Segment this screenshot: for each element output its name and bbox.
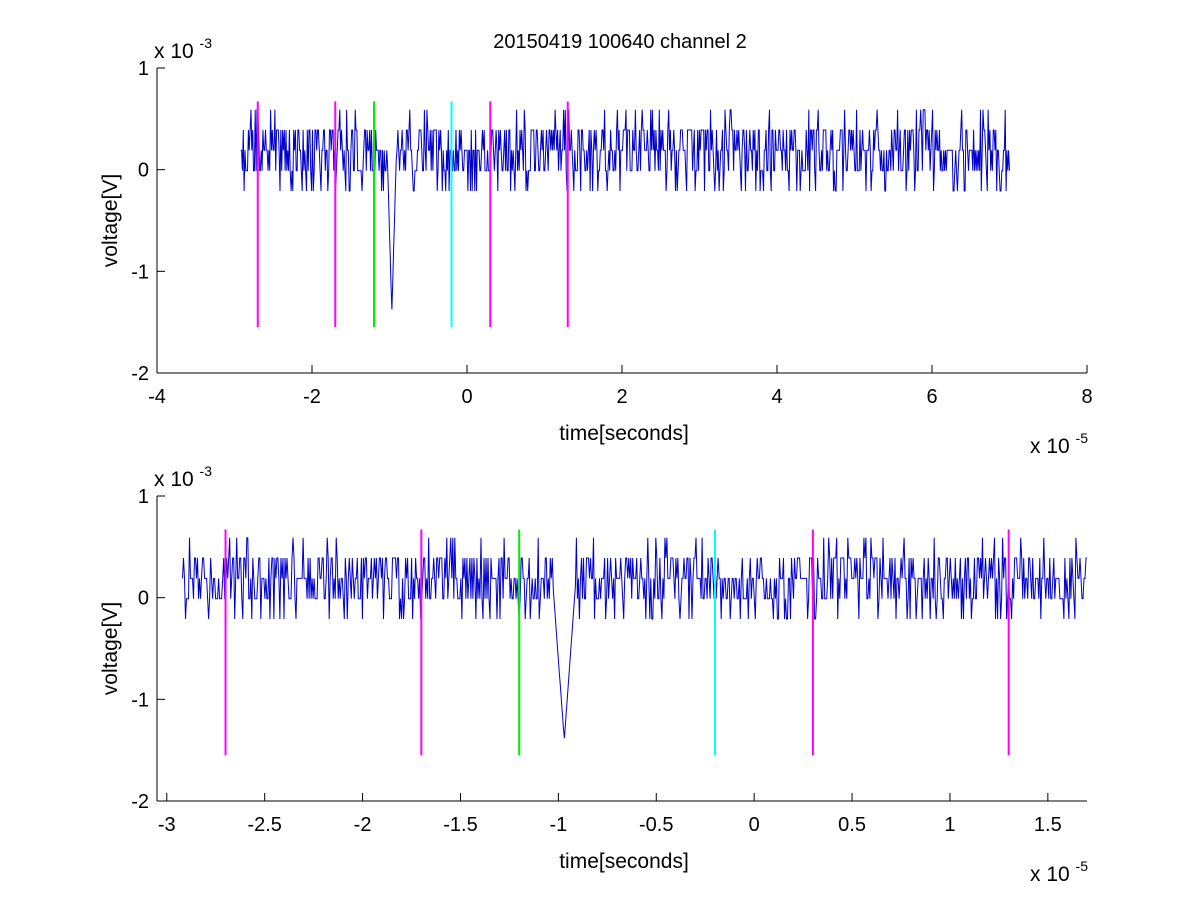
subplot2-x-tick-label: -0.5 [639, 814, 673, 836]
bottom-subplot: -3 -2.5 -2 -1.5 -1 -0.5 0 0.5 1 1.5 1 0 -1 -2 time[sec… [99, 463, 1088, 886]
subplot2-y-tick-label: 0 [138, 588, 149, 610]
subplot2-y-tick-label: -2 [131, 791, 149, 813]
subplot2-x-tick-label: 0 [749, 814, 760, 836]
subplot2-x-tick-label: -1 [549, 814, 567, 836]
subplot2-x-tick-label: -2 [354, 814, 372, 836]
subplot2-signal-trace [182, 537, 1087, 739]
subplot1-y-tick-label: -2 [131, 363, 149, 385]
subplot1-x-tick-label: -4 [148, 386, 166, 408]
subplot1-signal-trace [240, 109, 1010, 310]
subplot1-x-tick-label: 0 [461, 386, 472, 408]
subplot2-x-tick-label: 1 [944, 814, 955, 836]
subplot2-x-axis-label: time[seconds] [559, 850, 689, 873]
subplot1-x-tick-label: 4 [771, 386, 782, 408]
subplot1-x-tick-label: -2 [303, 386, 321, 408]
top-subplot: -4 -2 0 2 4 6 810-1-2time[seconds]voltage[V]x … [99, 35, 1093, 458]
subplot1-y-tick-label: 0 [138, 160, 149, 182]
subplot2-y-exponent: x 10 -3 [154, 463, 212, 491]
subplot1-x-axis-label: time[seconds] [559, 422, 689, 445]
figure-title: 20150419 100640 channel 2 [493, 31, 747, 53]
subplot2-x-tick-label: -1.5 [443, 814, 477, 836]
subplot1-y-tick-label: 1 [138, 58, 149, 80]
subplot2-y-tick-label: 1 [138, 486, 149, 508]
subplot1-x-tick-label: 6 [926, 386, 937, 408]
subplot1-y-axis-label: voltage[V] [99, 174, 122, 267]
subplot1-x-tick-label: 2 [616, 386, 627, 408]
subplot1-y-exponent: x 10 -3 [154, 35, 212, 63]
subplot2-x-tick-label: 0.5 [838, 814, 866, 836]
subplot1-x-exponent: x 10 -5 [1030, 430, 1088, 458]
subplot2-y-axis-label: voltage[V] [99, 602, 122, 695]
subplot2-x-tick-label: -2.5 [247, 814, 281, 836]
subplot2-y-tick-label: -1 [131, 689, 149, 711]
subplot2-x-exponent: x 10 -5 [1030, 858, 1088, 886]
subplot2-x-tick-label: 1.5 [1034, 814, 1062, 836]
subplot1-x-tick-label: 8 [1081, 386, 1092, 408]
subplot1-y-tick-label: -1 [131, 261, 149, 283]
subplot2-x-tick-label: -3 [158, 814, 176, 836]
